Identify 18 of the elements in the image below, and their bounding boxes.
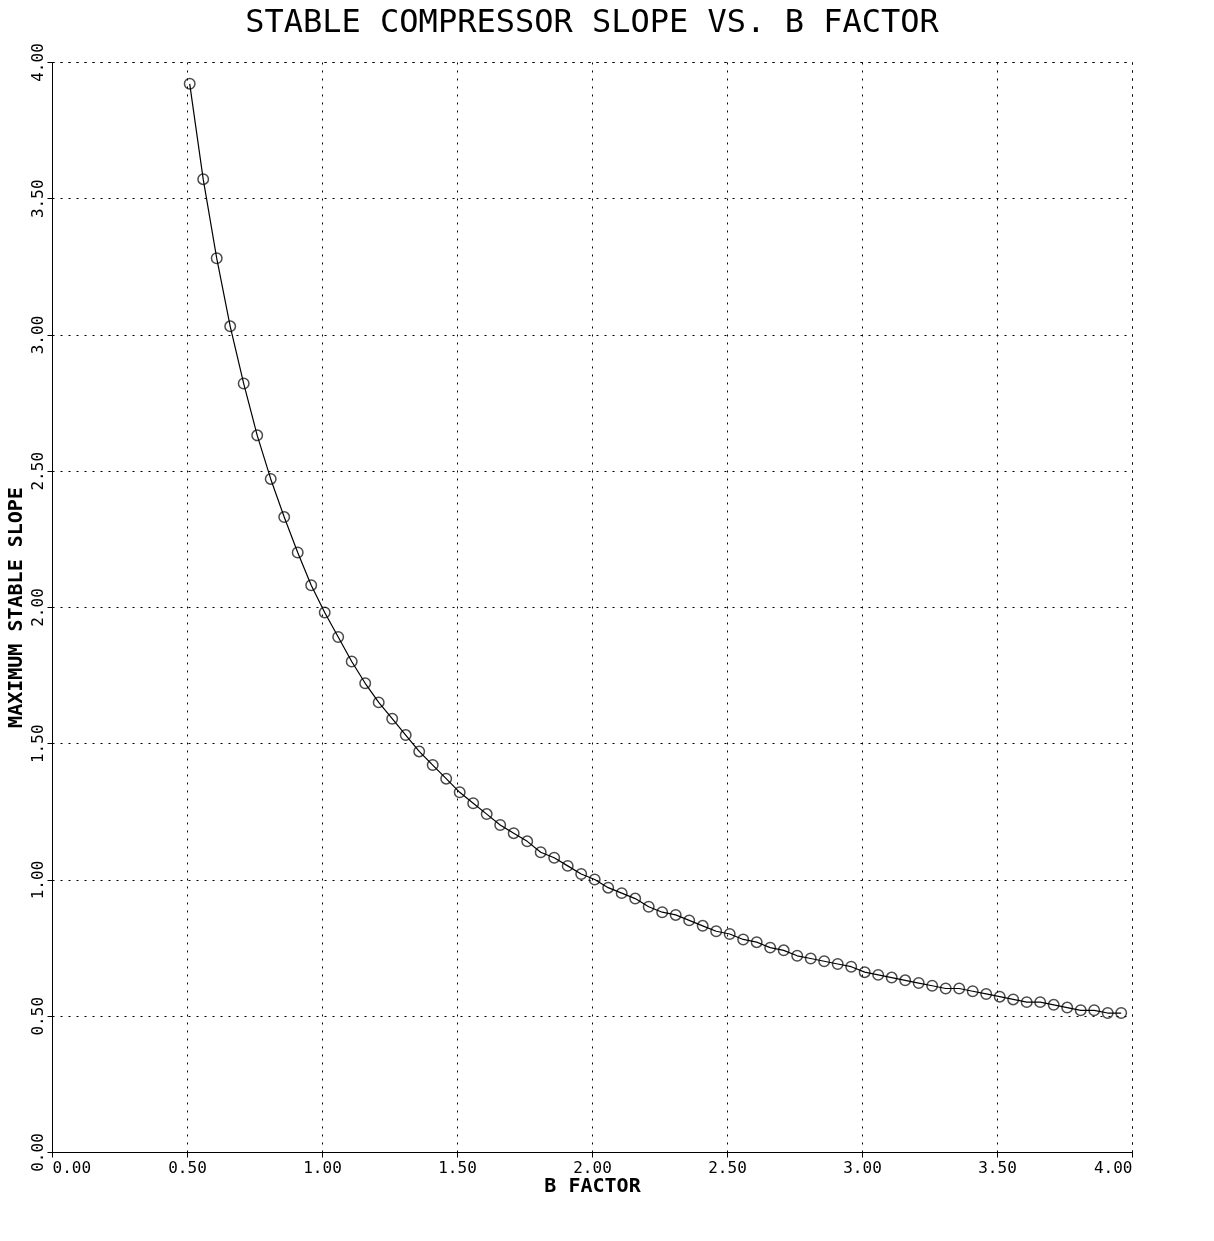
y-tick-label: 4.00 <box>27 43 47 82</box>
x-tick-label: 2.50 <box>708 1157 747 1177</box>
x-tick-label: 1.50 <box>438 1157 477 1177</box>
y-tick-label: 3.50 <box>27 179 47 219</box>
x-tick-label: 3.00 <box>843 1157 882 1177</box>
x-tick-label: 0.50 <box>168 1157 207 1177</box>
x-tick-label: 0.00 <box>52 1157 92 1177</box>
y-tick-label: 1.50 <box>27 724 47 764</box>
y-tick-label: 2.00 <box>27 588 47 627</box>
y-axis-title: MAXIMUM STABLE SLOPE <box>2 487 27 728</box>
y-tick-label: 2.50 <box>27 451 47 491</box>
y-tick-label: 3.00 <box>27 315 47 355</box>
y-tick-label: 0.50 <box>27 996 47 1036</box>
x-tick-label: 1.00 <box>303 1157 342 1177</box>
x-tick-label: 3.50 <box>978 1157 1017 1177</box>
chart-title: STABLE COMPRESSOR SLOPE VS. B FACTOR <box>245 1 940 40</box>
x-tick-label: 4.00 <box>1093 1157 1133 1177</box>
y-tick-label: 1.00 <box>27 860 47 900</box>
